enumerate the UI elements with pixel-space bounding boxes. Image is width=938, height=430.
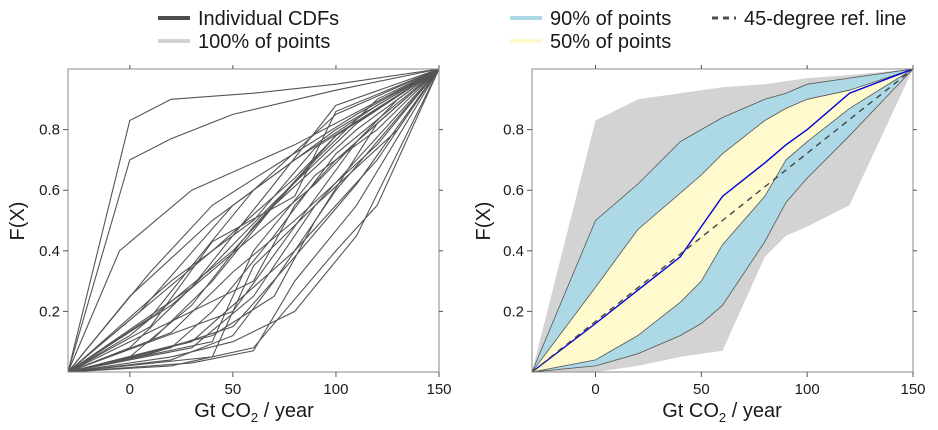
- cdf-line: [67, 68, 440, 373]
- x-tick-label: 150: [900, 381, 925, 398]
- cdf-line: [67, 68, 440, 373]
- y-tick-label: 0.4: [39, 243, 60, 260]
- cdf-line: [67, 68, 440, 373]
- y-tick-label: 0.6: [39, 182, 60, 199]
- right-plot-frame: [531, 68, 914, 373]
- cdf-line: [67, 68, 440, 373]
- left-x-axis-label: Gt CO2 / year: [194, 400, 314, 425]
- y-tick-label: 0.2: [503, 303, 524, 320]
- cdf-line: [67, 68, 440, 373]
- cdf-line: [67, 68, 440, 373]
- cdf-line: [67, 68, 440, 373]
- y-tick-label: 0.8: [39, 122, 60, 139]
- cdf-line: [67, 68, 440, 373]
- cdf-line: [67, 68, 440, 373]
- legend-label-ref-line: 45-degree ref. line: [744, 8, 906, 30]
- x-tick-label: 150: [426, 381, 451, 398]
- reference-line-45-degree: [531, 68, 914, 373]
- x-tick-label: 0: [126, 381, 134, 398]
- right-panel: 0 50 100 150 0.2 0.4 0.6 0.8 F(X) Gt CO2 / year: [473, 65, 926, 425]
- right-ticks: 0 50 100 150 0.2 0.4 0.6 0.8: [503, 65, 926, 398]
- right-plot-area: [531, 68, 915, 373]
- legend-right: 90% of points 50% of points 45-degree re…: [510, 8, 906, 53]
- legend-left: Individual CDFs 100% of points: [158, 8, 339, 53]
- cdf-line: [67, 68, 440, 373]
- cdf-line: [67, 68, 440, 373]
- legend-label-individual-cdfs: Individual CDFs: [198, 8, 339, 30]
- cdf-line: [67, 68, 440, 373]
- cdf-line: [67, 68, 440, 373]
- cdf-line: [67, 68, 440, 373]
- cdf-line: [67, 68, 440, 373]
- y-tick-label: 0.4: [503, 243, 524, 260]
- legend-label-50pct: 50% of points: [550, 31, 671, 53]
- cdf-line: [67, 68, 440, 373]
- left-panel: 0 50 100 150 0.2 0.4 0.6 0.8 F(X) Gt CO2 / year: [7, 65, 452, 425]
- x-tick-label: 100: [323, 381, 348, 398]
- x-tick-label: 50: [225, 381, 242, 398]
- right-y-axis-label: F(X): [473, 202, 495, 241]
- left-plot-area: [67, 68, 440, 373]
- legend-label-90pct: 90% of points: [550, 8, 671, 30]
- y-tick-label: 0.8: [503, 122, 524, 139]
- y-tick-label: 0.2: [39, 303, 60, 320]
- left-y-axis-label: F(X): [7, 202, 29, 241]
- x-tick-label: 50: [693, 381, 710, 398]
- cdf-line: [67, 68, 440, 373]
- cdf-line: [67, 68, 440, 373]
- median-line: [531, 68, 914, 373]
- x-tick-label: 100: [795, 381, 820, 398]
- y-tick-label: 0.6: [503, 182, 524, 199]
- x-tick-label: 0: [591, 381, 599, 398]
- cdf-line: [67, 68, 440, 373]
- cdf-line: [67, 68, 440, 373]
- right-x-axis-label: Gt CO2 / year: [662, 400, 782, 425]
- left-ticks: 0 50 100 150 0.2 0.4 0.6 0.8: [39, 65, 452, 398]
- left-plot-frame: [67, 68, 440, 373]
- legend-label-100pct: 100% of points: [198, 31, 330, 53]
